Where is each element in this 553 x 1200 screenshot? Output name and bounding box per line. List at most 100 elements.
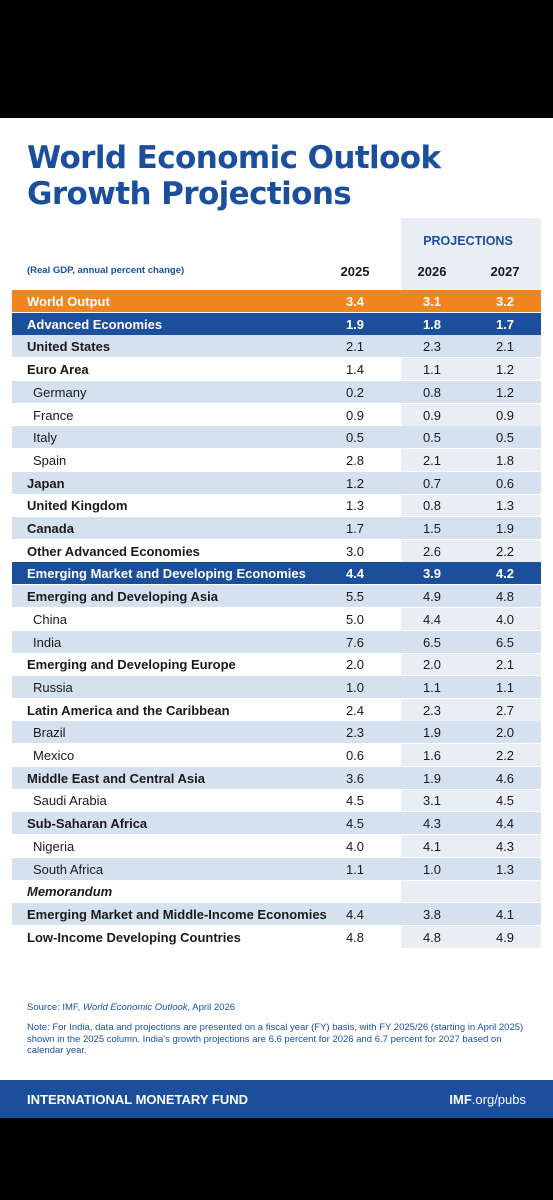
units-note: (Real GDP, annual percent change)	[27, 265, 185, 276]
row-value: 2.0	[495, 725, 515, 741]
row-label: Latin America and the Caribbean	[27, 702, 230, 718]
row-value: 2.6	[422, 543, 442, 559]
row-value: 0.2	[345, 384, 365, 400]
row-value: 3.4	[345, 294, 365, 309]
row-label: Middle East and Central Asia	[27, 770, 205, 786]
row-value: 7.6	[345, 634, 365, 650]
row-value: 5.0	[345, 611, 365, 627]
sheet: World Economic Outlook Growth Projection…	[0, 118, 553, 1080]
table-row: Low-Income Developing Countries 4.8 4.8 4.9	[12, 926, 541, 949]
row-value: 1.8	[495, 452, 515, 468]
row-label: China	[33, 611, 67, 627]
row-label: Spain	[33, 452, 67, 468]
table-row: Brazil 2.3 1.9 2.0	[12, 721, 541, 745]
row-value: 0.9	[495, 407, 515, 423]
table-row: Emerging Market and Developing Economies…	[12, 562, 541, 586]
row-value: 1.4	[345, 362, 365, 378]
footer: INTERNATIONAL MONETARY FUND IMF.org/pubs	[0, 1080, 553, 1118]
table-row: Middle East and Central Asia 3.6 1.9 4.6	[12, 766, 541, 790]
row-value: 1.1	[422, 362, 442, 378]
row-label: Saudi Arabia	[33, 793, 107, 809]
row-value: 2.1	[495, 657, 515, 673]
row-label: Emerging Market and Developing Economies	[27, 566, 306, 582]
row-label: Canada	[27, 521, 74, 536]
projections-label: PROJECTIONS	[423, 234, 513, 248]
row-value: 4.8	[345, 929, 365, 945]
table-row: World Output 3.4 3.1 3.2	[12, 290, 541, 313]
title: Growth Projections	[27, 176, 352, 212]
row-value: 3.1	[422, 793, 442, 809]
row-value: 4.4	[345, 566, 365, 582]
note: Note: For India, data and projections ar…	[27, 1022, 524, 1056]
row-label: Low-Income Developing Countries	[27, 929, 241, 945]
row-value: 1.3	[495, 861, 515, 877]
table-row: Emerging Market and Middle-Income Econom…	[12, 902, 541, 926]
row-value: 1.1	[495, 679, 515, 695]
row-label: Russia	[33, 679, 73, 695]
row-value: 0.6	[495, 475, 515, 491]
table-row: India 7.6 6.5 6.5	[12, 630, 541, 654]
row-label: Germany	[33, 384, 87, 400]
row-value: 0.9	[422, 407, 442, 423]
row-value: 4.9	[422, 589, 442, 605]
row-label: Mexico	[33, 748, 75, 763]
row-value: 2.1	[422, 452, 442, 468]
table-row: Euro Area 1.4 1.1 1.2	[12, 358, 541, 382]
row-value: 1.2	[345, 475, 365, 491]
row-value: 4.0	[495, 611, 515, 627]
row-value: 4.4	[495, 816, 515, 832]
row-label: Other Advanced Economies	[27, 543, 200, 559]
link-bold: IMF	[449, 1092, 472, 1107]
row-value: 3.6	[345, 770, 365, 786]
source: Source: IMF, World Economic Outlook, Apr…	[27, 1002, 235, 1013]
row-label: India	[33, 634, 62, 650]
source-publication: World Economic Outlook	[82, 1002, 188, 1013]
row-value: 4.3	[495, 838, 515, 854]
row-value: 2.1	[345, 339, 365, 355]
row-label: Emerging Market and Middle-Income Econom…	[27, 906, 327, 922]
column-header: 2026	[417, 264, 447, 279]
row-value: 0.6	[345, 748, 365, 763]
row-value: 1.3	[345, 498, 365, 514]
title: World Economic Outlook	[27, 140, 441, 176]
row-value: 1.6	[422, 748, 442, 763]
row-label: Emerging and Developing Europe	[27, 657, 236, 673]
row-value: 1.9	[422, 770, 442, 786]
row-value: 3.9	[422, 566, 442, 582]
row-value: 4.4	[345, 906, 365, 922]
row-value: 4.5	[345, 816, 365, 832]
table-row: Sub-Saharan Africa 4.5 4.3 4.4	[12, 812, 541, 836]
row-value: 4.1	[422, 838, 442, 854]
table-row: Russia 1.0 1.1 1.1	[12, 675, 541, 699]
row-label: Nigeria	[33, 838, 75, 854]
row-value: 1.0	[422, 861, 442, 877]
row-value: 3.2	[495, 294, 515, 309]
row-label: Sub-Saharan Africa	[27, 816, 148, 832]
row-value: 3.1	[422, 294, 442, 309]
row-label: France	[33, 407, 74, 423]
table-row: Latin America and the Caribbean 2.4 2.3 2.7	[12, 699, 541, 722]
row-value: 1.1	[345, 861, 365, 877]
row-value: 0.7	[422, 475, 442, 491]
row-label: Euro Area	[27, 362, 89, 378]
row-value: 6.5	[422, 634, 442, 650]
row-value: 0.5	[495, 430, 515, 446]
row-label: World Output	[27, 294, 110, 309]
table-row: Nigeria 4.0 4.1 4.3	[12, 835, 541, 858]
table-row: South Africa 1.1 1.0 1.3	[12, 857, 541, 881]
row-value: 4.9	[495, 929, 515, 945]
table-row: Germany 0.2 0.8 1.2	[12, 380, 541, 404]
row-value: 2.0	[422, 657, 442, 673]
source-prefix: Source: IMF,	[27, 1002, 81, 1013]
row-value: 2.2	[495, 748, 515, 763]
row-value: 0.9	[345, 407, 365, 423]
table-row: China 5.0 4.4 4.0	[12, 608, 541, 631]
row-value: 2.2	[495, 543, 515, 559]
organization: INTERNATIONAL MONETARY FUND	[27, 1092, 248, 1107]
row-label: United States	[27, 339, 111, 355]
table-row: Memorandum	[12, 880, 541, 904]
link[interactable]: IMF.org/pubs	[449, 1092, 526, 1107]
row-value: 1.1	[422, 679, 442, 695]
row-label: Emerging and Developing Asia	[27, 589, 218, 605]
row-value: 1.8	[422, 316, 442, 332]
